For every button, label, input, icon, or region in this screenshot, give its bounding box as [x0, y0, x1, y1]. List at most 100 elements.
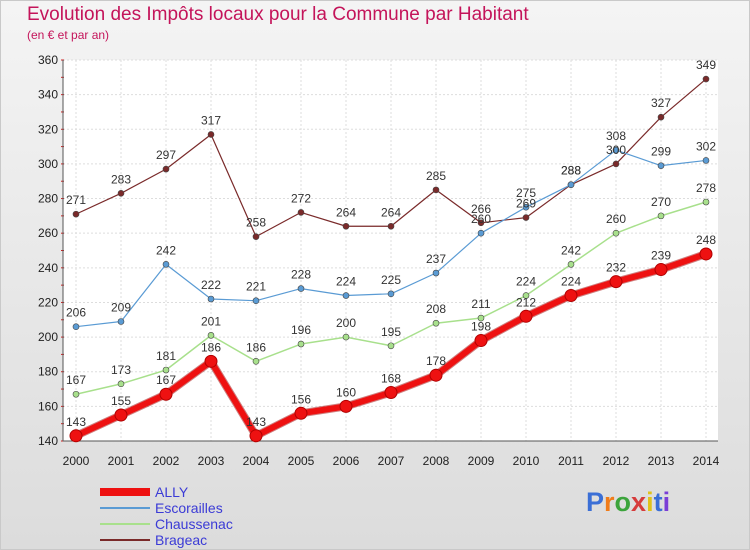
data-point: [474, 334, 488, 348]
x-tick-label: 2013: [648, 454, 675, 468]
data-point: [477, 314, 485, 322]
data-label: 264: [381, 205, 401, 219]
y-tick-label: 300: [38, 157, 58, 171]
data-label: 143: [246, 415, 266, 429]
data-point: [117, 318, 125, 325]
data-label: 206: [66, 306, 86, 320]
data-label: 232: [606, 261, 626, 275]
data-point: [159, 387, 173, 401]
data-label: 181: [156, 349, 176, 363]
data-label: 272: [291, 191, 311, 205]
data-point: [612, 160, 620, 168]
x-tick-label: 2005: [288, 454, 315, 468]
legend-label: ALLY: [155, 484, 189, 500]
data-label: 317: [201, 113, 221, 127]
data-point: [114, 408, 128, 422]
data-label: 168: [381, 372, 401, 386]
y-tick-label: 160: [38, 399, 58, 413]
data-label: 222: [201, 278, 221, 292]
series-brageac: [72, 75, 710, 240]
data-point: [384, 386, 398, 400]
x-tick-label: 2012: [603, 454, 630, 468]
y-tick-label: 320: [38, 122, 58, 136]
chart-title: Evolution des Impôts locaux pour la Comm…: [27, 4, 529, 25]
data-point: [69, 429, 83, 443]
x-tick-label: 2006: [333, 454, 360, 468]
data-point: [522, 203, 530, 211]
y-tick-label: 360: [38, 53, 58, 67]
x-tick-label: 2009: [468, 454, 495, 468]
data-point: [162, 366, 170, 374]
x-tick-label: 2001: [108, 454, 135, 468]
data-label: 288: [561, 164, 581, 178]
data-label: 225: [381, 273, 401, 287]
data-point: [294, 406, 308, 420]
x-tick-label: 2007: [378, 454, 405, 468]
data-point: [702, 198, 710, 206]
data-point: [519, 309, 533, 323]
data-point: [297, 340, 305, 348]
data-point: [72, 210, 80, 218]
data-label: 156: [291, 392, 311, 406]
chart-subtitle: (en € et par an): [27, 28, 110, 42]
data-label: 278: [696, 181, 716, 195]
data-label: 248: [696, 233, 716, 247]
data-point: [387, 290, 395, 298]
series-chaussenac: [72, 198, 710, 398]
data-label: 167: [156, 373, 176, 387]
data-label: 269: [516, 197, 536, 211]
data-point: [207, 131, 215, 138]
data-point: [612, 146, 620, 154]
data-point: [654, 263, 668, 277]
data-point: [252, 297, 260, 305]
grid-layer: [63, 59, 718, 442]
data-point: [612, 229, 620, 237]
data-point: [564, 289, 578, 303]
legend-label: Chaussenac: [155, 516, 233, 532]
data-label: 143: [66, 415, 86, 429]
data-point: [522, 292, 530, 299]
x-tick-label: 2014: [693, 454, 720, 468]
data-label: 237: [426, 252, 446, 266]
data-label: 196: [291, 323, 311, 337]
x-tick-label: 2003: [198, 454, 225, 468]
data-point: [609, 275, 623, 289]
series-ally: [69, 247, 713, 443]
y-tick-label: 280: [38, 192, 58, 206]
data-label: 186: [201, 340, 221, 354]
legend-label: Brageac: [155, 532, 207, 548]
data-point: [297, 285, 305, 292]
y-tick-label: 260: [38, 226, 58, 240]
data-label: 224: [336, 275, 356, 289]
data-point: [252, 233, 260, 240]
data-point: [432, 269, 440, 277]
data-label: 308: [606, 129, 626, 143]
data-point: [657, 162, 665, 169]
data-label: 195: [381, 325, 401, 339]
x-tick-label: 2010: [513, 454, 540, 468]
data-point: [432, 186, 440, 194]
data-label: 209: [111, 301, 131, 315]
data-label: 211: [471, 297, 490, 311]
data-point: [204, 354, 218, 368]
data-point: [162, 261, 170, 268]
data-label: 299: [651, 145, 671, 159]
data-point: [117, 380, 125, 388]
data-point: [162, 165, 170, 173]
data-label: 297: [156, 148, 176, 162]
data-label: 242: [156, 243, 176, 257]
data-label: 173: [111, 363, 131, 377]
data-label: 201: [201, 314, 221, 328]
data-point: [477, 219, 485, 227]
y-tick-label: 220: [38, 295, 58, 309]
data-label: 285: [426, 169, 446, 183]
data-point: [342, 222, 350, 230]
data-label: 283: [111, 172, 131, 186]
data-label: 260: [471, 212, 491, 226]
data-label: 186: [246, 340, 266, 354]
data-label: 300: [606, 143, 626, 157]
data-label: 224: [516, 275, 536, 289]
data-point: [117, 190, 125, 197]
data-point: [567, 181, 575, 188]
